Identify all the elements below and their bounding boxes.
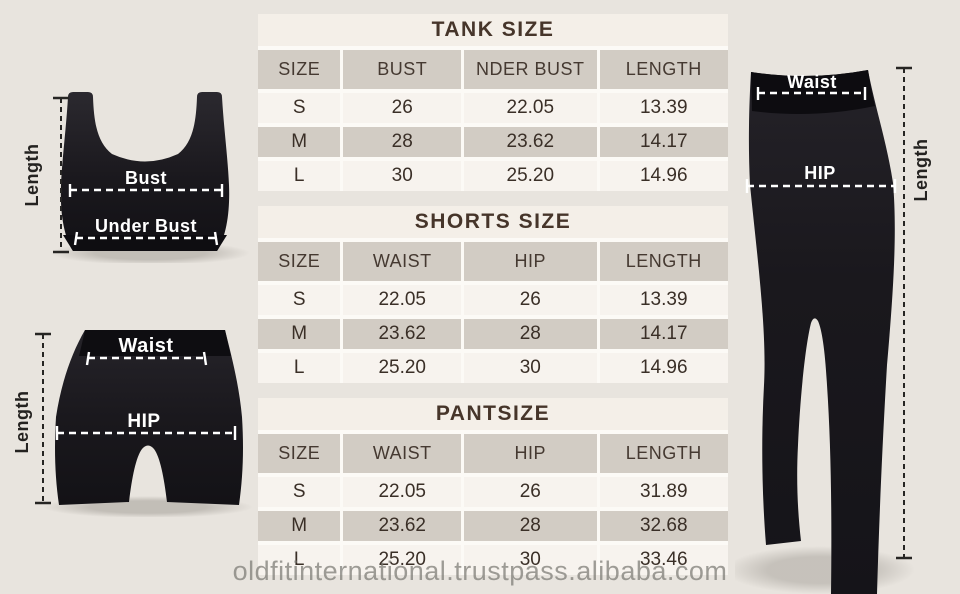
- table-cell: S: [258, 477, 341, 507]
- table-cell: 32.68: [599, 511, 728, 541]
- table-cell: S: [258, 93, 341, 123]
- table-cell: 33.46: [599, 545, 728, 575]
- table-cell: L: [258, 545, 341, 575]
- leggings-hip-label: HIP: [804, 163, 836, 183]
- leggings-shape: [748, 70, 895, 594]
- table-cell: 25.20: [343, 353, 462, 383]
- shorts-waist-label: Waist: [118, 335, 173, 357]
- leggings-waist-label: Waist: [787, 72, 837, 92]
- table-cell: 25.20: [464, 161, 597, 191]
- table-cell: 30: [464, 545, 597, 575]
- leggings-illustration: Waist HIP Length: [735, 66, 931, 594]
- waist-tick-right: [202, 351, 208, 366]
- table-cell: 31.89: [599, 477, 728, 507]
- bra-bust-label: Bust: [125, 168, 167, 188]
- shorts-hip-label: HIP: [127, 411, 160, 432]
- table-cell: L: [258, 353, 341, 383]
- table-cell: 23.62: [343, 511, 462, 541]
- shorts-length-label: Length: [15, 391, 32, 454]
- column-header: NDER BUST: [464, 50, 597, 89]
- table-cell: 14.96: [599, 161, 728, 191]
- column-header: HIP: [464, 242, 597, 281]
- column-header: WAIST: [343, 242, 462, 281]
- column-header: LENGTH: [599, 50, 728, 89]
- table-cell: 26: [464, 285, 597, 315]
- table-grid: SIZE WAIST HIP LENGTH S 22.05 26 31.89 M…: [258, 434, 728, 575]
- table-cell: 14.17: [599, 319, 728, 349]
- table-cell: 22.05: [464, 93, 597, 123]
- table-cell: 13.39: [599, 285, 728, 315]
- shorts-shape: [55, 330, 243, 505]
- tank-top-illustration: Length Bust Under Bust: [22, 92, 250, 263]
- table-cell: 30: [464, 353, 597, 383]
- table-cell: M: [258, 127, 341, 157]
- leggings-shadow: [735, 546, 915, 594]
- table-grid: SIZE WAIST HIP LENGTH S 22.05 26 13.39 M…: [258, 242, 728, 383]
- table-cell: 14.17: [599, 127, 728, 157]
- column-header: BUST: [343, 50, 462, 89]
- table-cell: 14.96: [599, 353, 728, 383]
- column-header: HIP: [464, 434, 597, 473]
- table-title: PANTSIZE: [258, 398, 728, 430]
- table-cell: 13.39: [599, 93, 728, 123]
- table-cell: 22.05: [343, 477, 462, 507]
- leggings-length-label: Length: [911, 139, 931, 202]
- table-cell: 26: [343, 93, 462, 123]
- table-cell: S: [258, 285, 341, 315]
- table-grid: SIZE BUST NDER BUST LENGTH S 26 22.05 13…: [258, 50, 728, 191]
- shorts-size-table: SHORTS SIZE SIZE WAIST HIP LENGTH S 22.0…: [258, 206, 728, 383]
- table-cell: 22.05: [343, 285, 462, 315]
- table-cell: 28: [464, 511, 597, 541]
- shorts-illustration: Length Waist HIP: [15, 330, 253, 517]
- column-header: SIZE: [258, 50, 341, 89]
- table-cell: 23.62: [464, 127, 597, 157]
- table-cell: M: [258, 511, 341, 541]
- table-cell: 28: [464, 319, 597, 349]
- column-header: SIZE: [258, 242, 341, 281]
- table-cell: 28: [343, 127, 462, 157]
- table-cell: 25.20: [343, 545, 462, 575]
- bra-under-bust-label: Under Bust: [95, 216, 197, 236]
- pant-size-table: PANTSIZE SIZE WAIST HIP LENGTH S 22.05 2…: [258, 398, 728, 575]
- table-cell: M: [258, 319, 341, 349]
- under-bust-tick-right: [213, 231, 219, 246]
- bra-shape: [60, 92, 230, 251]
- shorts-waistband: [79, 330, 231, 356]
- bra-length-label: Length: [22, 144, 42, 207]
- table-title: SHORTS SIZE: [258, 206, 728, 238]
- column-header: WAIST: [343, 434, 462, 473]
- table-cell: 23.62: [343, 319, 462, 349]
- table-cell: 26: [464, 477, 597, 507]
- table-cell: 30: [343, 161, 462, 191]
- tank-size-table: TANK SIZE SIZE BUST NDER BUST LENGTH S 2…: [258, 14, 728, 191]
- table-cell: L: [258, 161, 341, 191]
- column-header: SIZE: [258, 434, 341, 473]
- size-tables: TANK SIZE SIZE BUST NDER BUST LENGTH S 2…: [258, 14, 728, 590]
- column-header: LENGTH: [599, 242, 728, 281]
- table-title: TANK SIZE: [258, 14, 728, 46]
- column-header: LENGTH: [599, 434, 728, 473]
